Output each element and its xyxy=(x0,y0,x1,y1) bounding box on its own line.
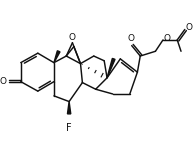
Text: F: F xyxy=(66,123,72,133)
Polygon shape xyxy=(54,51,60,63)
Polygon shape xyxy=(107,58,115,78)
Text: O: O xyxy=(69,33,76,42)
Text: O: O xyxy=(164,34,171,43)
Text: O: O xyxy=(127,34,134,43)
Text: O: O xyxy=(0,77,7,86)
Text: O: O xyxy=(186,23,193,32)
Polygon shape xyxy=(67,102,71,114)
